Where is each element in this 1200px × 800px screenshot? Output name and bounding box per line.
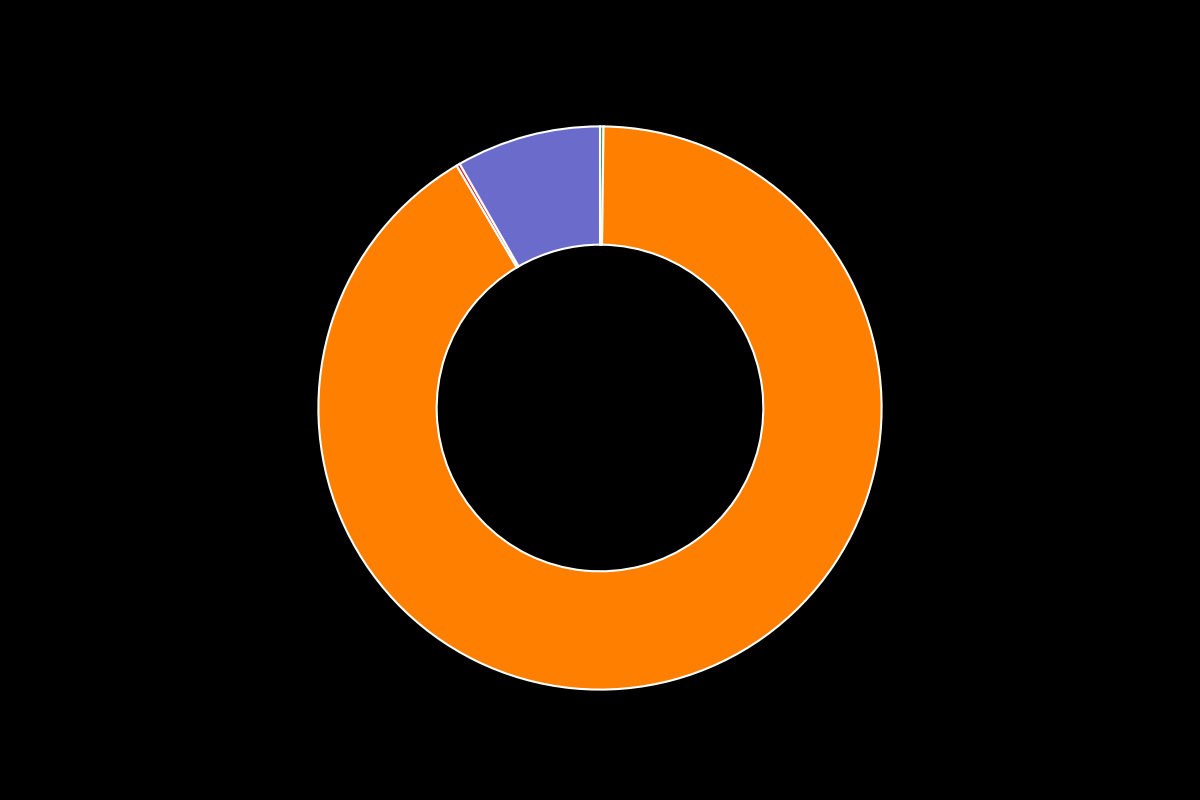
Wedge shape xyxy=(457,164,518,267)
Wedge shape xyxy=(460,126,600,266)
Wedge shape xyxy=(600,126,604,245)
Wedge shape xyxy=(318,126,882,690)
